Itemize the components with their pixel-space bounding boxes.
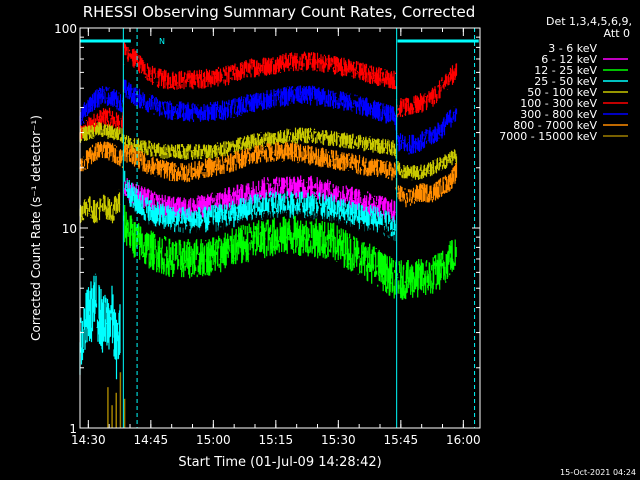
y-axis-label: Corrected Count Rate (s⁻¹ detector⁻¹): [29, 115, 43, 341]
marker-layer: [80, 28, 479, 428]
y-tick-label-1: 10: [62, 222, 77, 236]
series-cyan: [124, 170, 396, 242]
axis-layer: 14:30 14:45 15:00 15:15 15:30 15:45 16:00 1 10 10…: [54, 22, 481, 447]
x-tick-label-4: 15:30: [321, 433, 356, 447]
legend-label-8: 7000 - 15000 keV: [499, 130, 597, 143]
legend-label-7: 800 - 7000 keV: [513, 119, 597, 132]
flag-marker: N: [159, 37, 165, 46]
x-tick-label-0: 14:30: [71, 433, 106, 447]
legend-label-3: 25 - 50 keV: [534, 75, 597, 88]
legend-label-6: 300 - 800 keV: [520, 108, 597, 121]
x-tick-label-6: 16:00: [446, 433, 481, 447]
legend-label-1: 6 - 12 keV: [541, 53, 597, 66]
chart-title: RHESSI Observing Summary Count Rates, Co…: [83, 3, 476, 21]
x-tick-label-2: 15:00: [196, 433, 231, 447]
y-tick-label-0: 1: [69, 422, 77, 436]
legend-label-4: 50 - 100 keV: [527, 86, 597, 99]
y-tick-label-2: 100: [54, 22, 77, 36]
legend-header-line-1: Det 1,3,4,5,6,9,: [546, 15, 632, 28]
x-tick-label-5: 15:45: [384, 433, 419, 447]
series-layer: [79, 40, 458, 428]
legend-label-2: 12 - 25 keV: [534, 64, 597, 77]
x-tick-label-3: 15:15: [259, 433, 294, 447]
legend-header-line-2: Att 0: [604, 27, 630, 40]
series-yellow-early: [79, 189, 121, 224]
series-cyan-early: [79, 273, 121, 380]
legend-label-0: 3 - 6 keV: [548, 42, 597, 55]
series-green: [123, 205, 457, 300]
x-axis-label: Start Time (01-Jul-09 14:28:42): [178, 455, 381, 470]
legend-label-5: 100 - 300 keV: [520, 97, 597, 110]
x-tick-label-1: 14:45: [134, 433, 169, 447]
footer-timestamp: 15-Oct-2021 04:24: [560, 468, 636, 477]
